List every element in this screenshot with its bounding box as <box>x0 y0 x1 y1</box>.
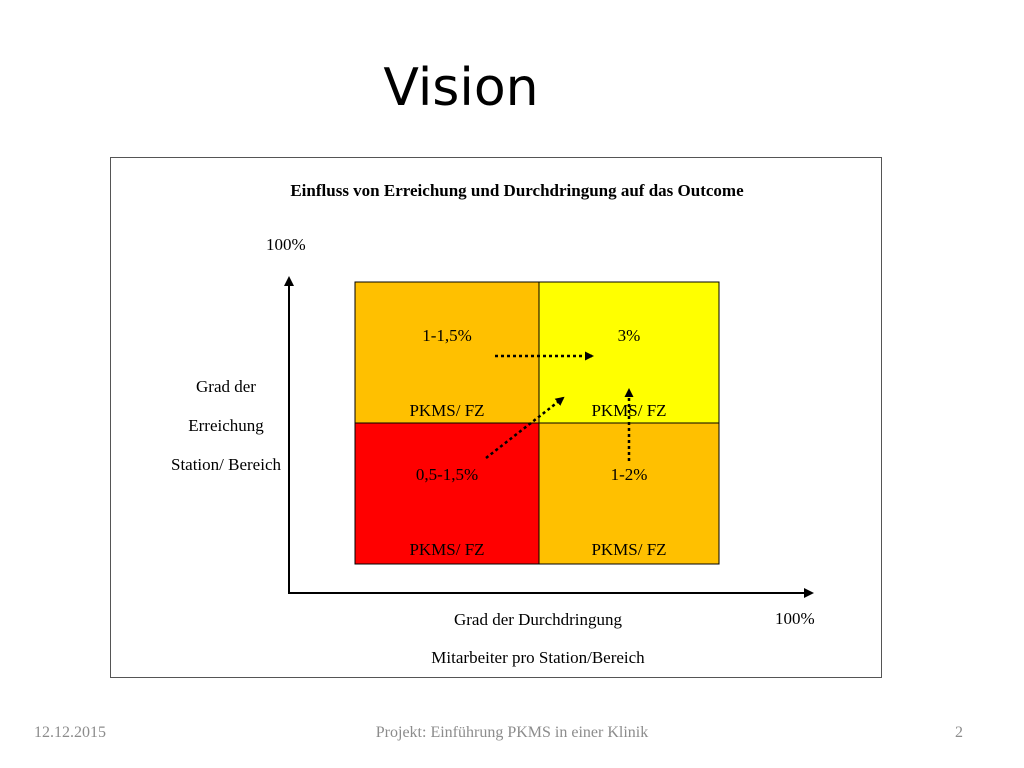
cell-value: 0,5-1,5% <box>415 465 479 484</box>
slide-title: Vision <box>383 58 539 118</box>
matrix-cell-top-left: 1-1,5% PKMS/ FZ <box>355 282 539 423</box>
y-axis-max-label: 100% <box>266 235 306 254</box>
footer-project: Projekt: Einführung PKMS in einer Klinik <box>375 724 649 741</box>
cell-label: PKMS/ FZ <box>591 540 667 559</box>
cell-value: 1-1,5% <box>422 326 472 345</box>
footer-page-number: 2 <box>955 724 963 741</box>
matrix-cell-bottom-left: 0,5-1,5% PKMS/ FZ <box>355 423 539 564</box>
y-axis-label-line-3: Station/ Bereich <box>170 455 281 474</box>
diagram-title: Einfluss von Erreichung und Durchdringun… <box>290 181 744 200</box>
x-axis-label-line-2: Mitarbeiter pro Station/Bereich <box>431 648 645 667</box>
y-axis-label-line-1: Grad der <box>196 377 256 396</box>
cell-value: 3% <box>617 326 641 345</box>
footer-date: 12.12.2015 <box>34 724 106 741</box>
x-axis-max-label: 100% <box>775 609 815 628</box>
diagram-frame <box>110 157 882 678</box>
cell-label: PKMS/ FZ <box>409 540 485 559</box>
arrow-bottom-left-to-top-right <box>485 396 565 459</box>
x-axis-label-line-1: Grad der Durchdringung <box>453 610 623 629</box>
cell-value: 1-2% <box>610 465 648 484</box>
cell-label: PKMS/ FZ <box>409 401 485 420</box>
y-axis-label-line-2: Erreichung <box>188 416 264 435</box>
